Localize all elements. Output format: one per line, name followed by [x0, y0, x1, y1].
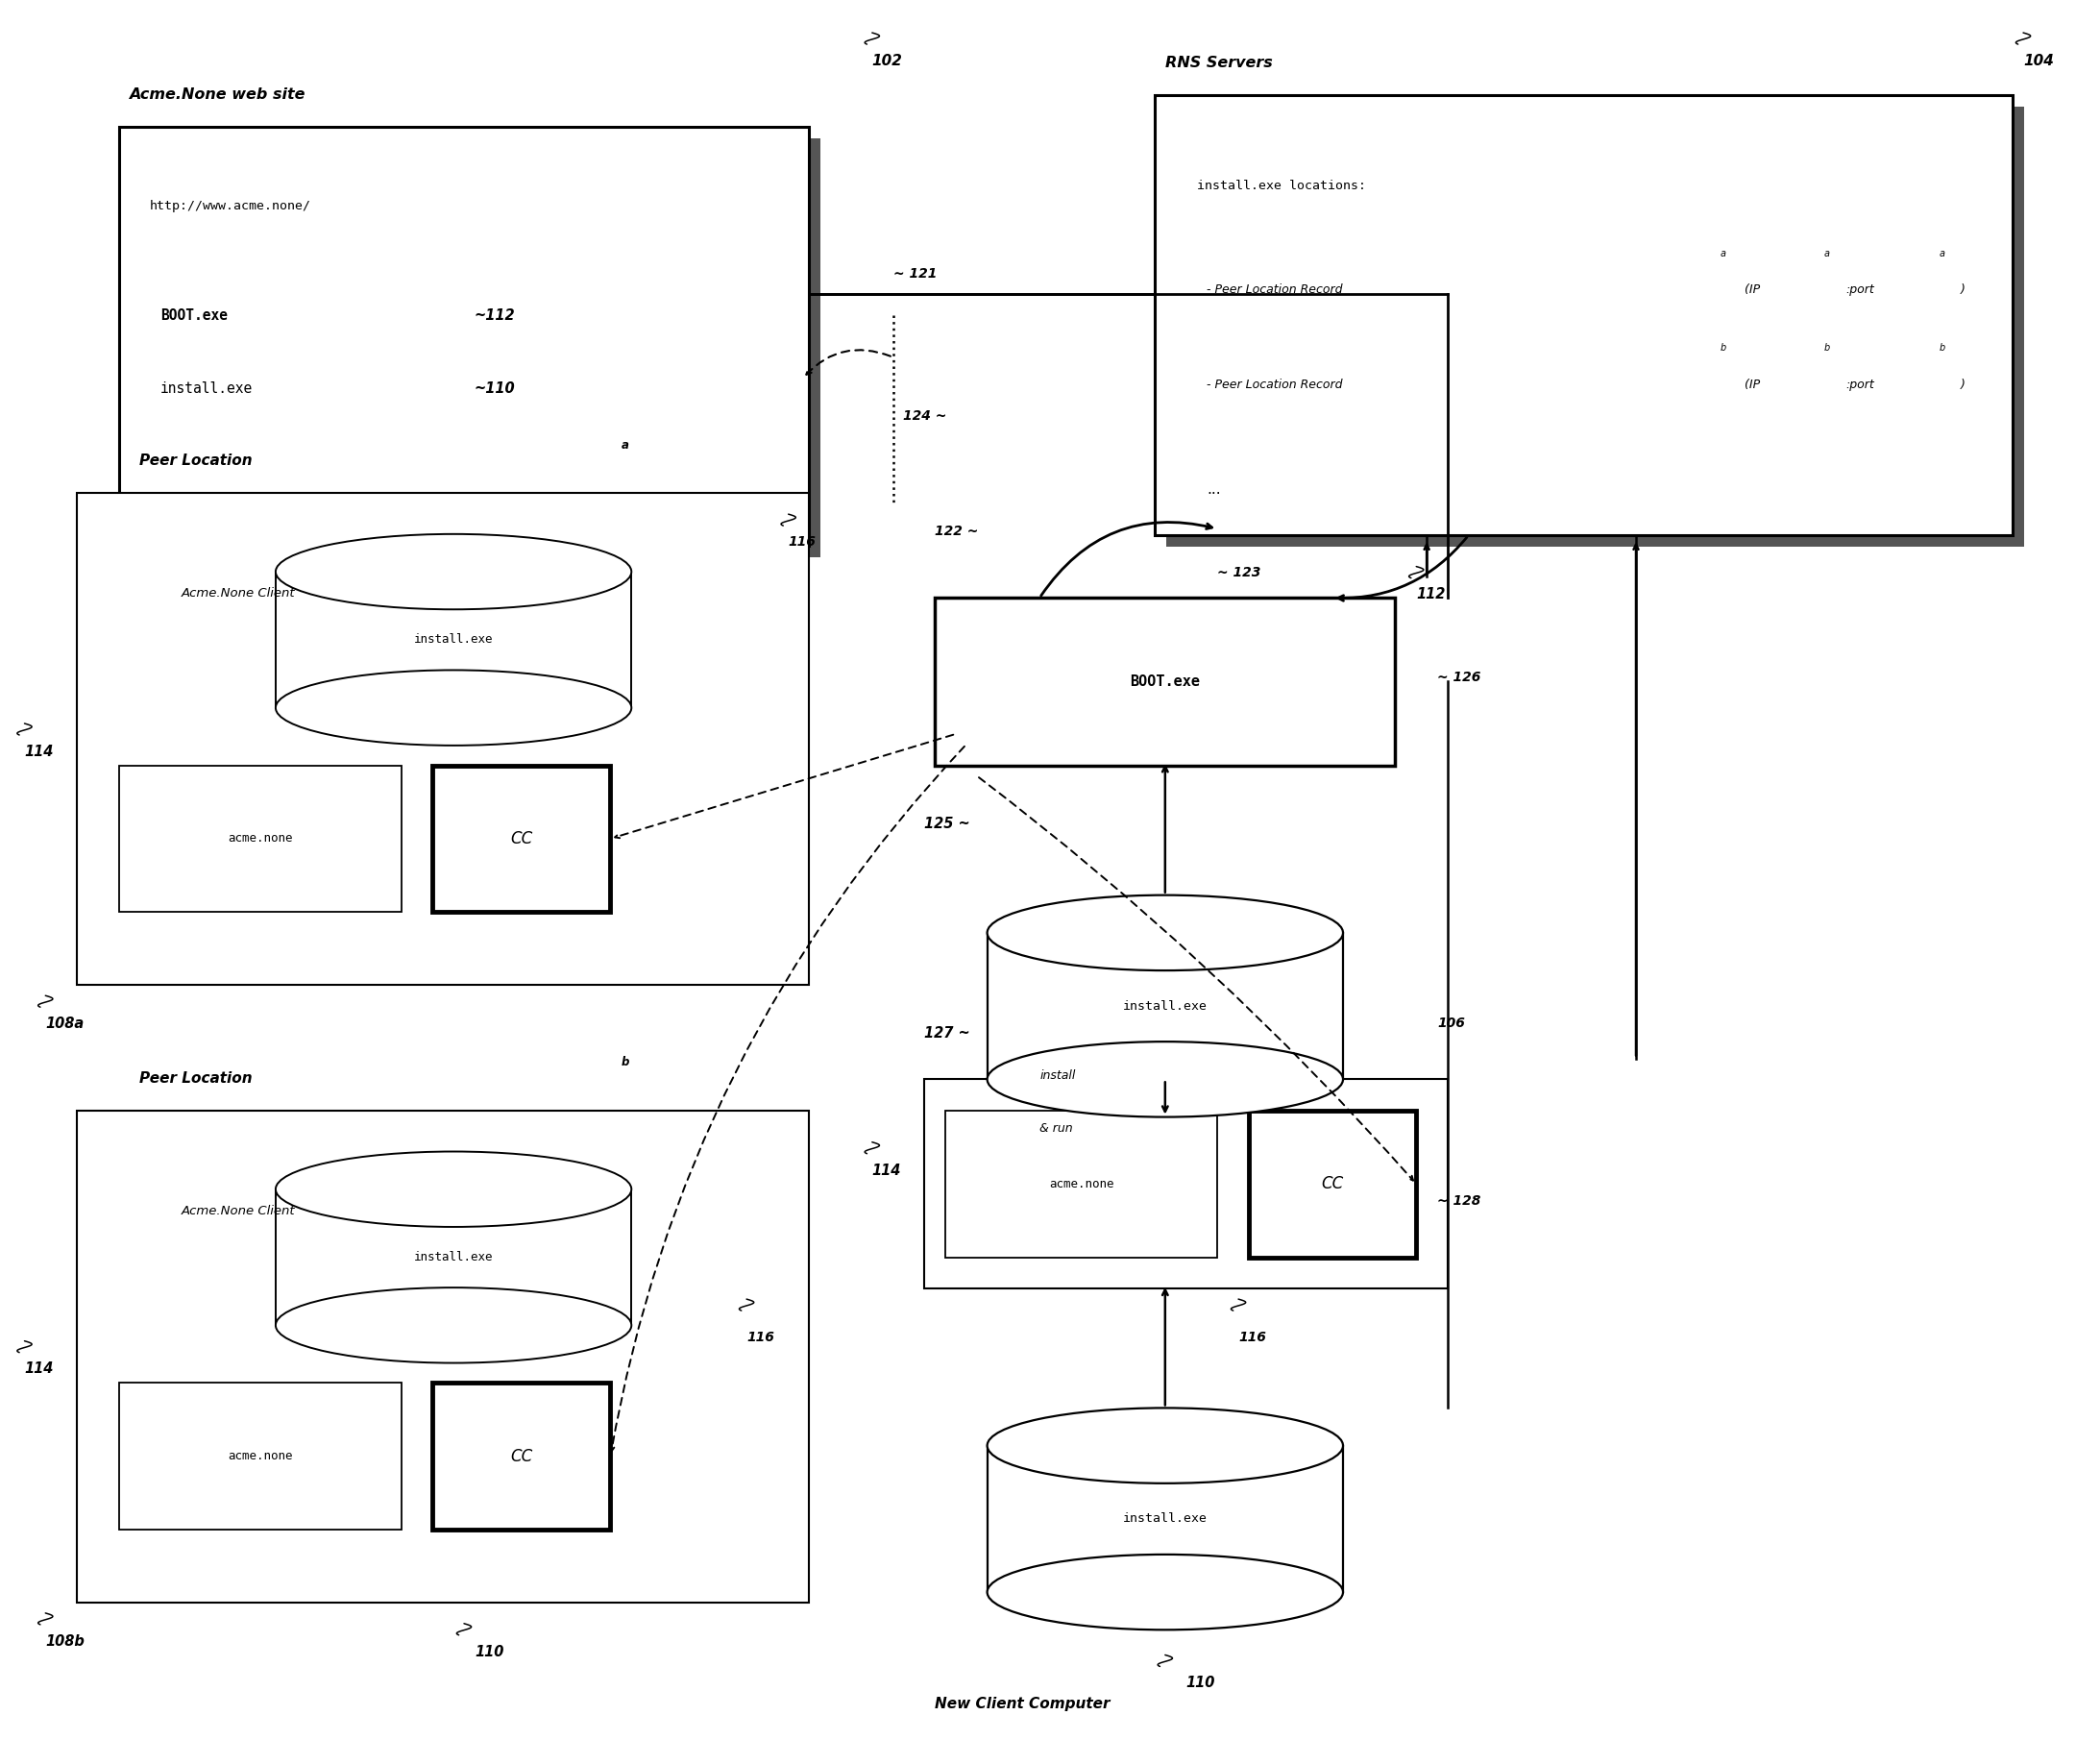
Text: a: a	[622, 438, 628, 451]
Ellipse shape	[987, 1554, 1344, 1630]
Text: Peer Location: Peer Location	[139, 454, 252, 468]
Ellipse shape	[987, 1042, 1344, 1117]
Bar	[987, 1446, 1344, 1592]
Text: b: b	[1940, 343, 1945, 353]
Text: BOOT.exe: BOOT.exe	[160, 308, 227, 322]
Text: 102: 102	[872, 54, 903, 68]
Text: ~110: ~110	[475, 381, 514, 395]
Text: (IP: (IP	[1741, 284, 1760, 296]
Text: install.exe: install.exe	[1124, 1512, 1207, 1526]
Text: :port: :port	[1846, 284, 1873, 296]
Text: CC: CC	[1321, 1175, 1344, 1192]
Text: ): )	[1961, 378, 1966, 390]
Text: (IP: (IP	[1741, 378, 1760, 390]
Text: 108b: 108b	[46, 1634, 84, 1648]
Text: b: b	[622, 1056, 630, 1068]
Text: 114: 114	[872, 1162, 901, 1178]
Bar	[275, 1188, 632, 1326]
Text: install: install	[1040, 1070, 1075, 1082]
Text: a: a	[1720, 249, 1726, 259]
Ellipse shape	[987, 1408, 1344, 1482]
Text: install.exe: install.exe	[414, 1251, 493, 1263]
Text: acme.none: acme.none	[227, 1449, 292, 1462]
Text: CC: CC	[510, 830, 533, 847]
Text: ~ 123: ~ 123	[1218, 567, 1260, 579]
Text: install.exe: install.exe	[414, 633, 493, 646]
Text: Acme.None Client: Acme.None Client	[181, 1204, 296, 1218]
Text: & run: & run	[1040, 1122, 1073, 1134]
Bar	[275, 572, 632, 708]
Text: a: a	[1940, 249, 1945, 259]
Text: 104: 104	[2022, 54, 2054, 68]
Ellipse shape	[275, 1152, 632, 1227]
Bar	[987, 933, 1344, 1079]
Ellipse shape	[275, 1288, 632, 1362]
Text: install.exe locations:: install.exe locations:	[1197, 179, 1365, 191]
Bar	[945, 1110, 1218, 1258]
Text: 124 ~: 124 ~	[903, 409, 947, 423]
Text: 116: 116	[1239, 1331, 1266, 1343]
Text: 116: 116	[788, 536, 817, 548]
Ellipse shape	[275, 670, 632, 745]
Text: BOOT.exe: BOOT.exe	[1130, 675, 1201, 689]
Text: Acme.None Client: Acme.None Client	[181, 588, 296, 600]
Bar	[120, 1383, 401, 1529]
Text: New Client Computer: New Client Computer	[934, 1696, 1111, 1710]
Text: a: a	[1825, 249, 1829, 259]
Text: b: b	[1720, 343, 1726, 353]
Bar	[130, 139, 821, 557]
Bar	[924, 1079, 1447, 1289]
Text: 125 ~: 125 ~	[924, 816, 970, 832]
Text: ): )	[1961, 284, 1966, 296]
Text: - Peer Location Record: - Peer Location Record	[1207, 378, 1342, 390]
Bar	[78, 492, 808, 985]
Text: 112: 112	[1415, 588, 1445, 602]
Text: ~112: ~112	[475, 308, 514, 322]
Text: 127 ~: 127 ~	[924, 1027, 970, 1041]
Text: ...: ...	[1207, 482, 1220, 498]
Text: install.exe: install.exe	[1124, 1000, 1207, 1013]
Text: ~ 128: ~ 128	[1436, 1194, 1480, 1208]
Bar	[433, 1383, 611, 1529]
Text: 116: 116	[746, 1331, 775, 1343]
Text: 114: 114	[25, 1362, 55, 1376]
Text: acme.none: acme.none	[1050, 1178, 1113, 1190]
Text: acme.none: acme.none	[227, 832, 292, 846]
Text: - Peer Location Record: - Peer Location Record	[1207, 284, 1342, 296]
Ellipse shape	[987, 894, 1344, 971]
Text: 110: 110	[475, 1644, 504, 1658]
Text: b: b	[1825, 343, 1831, 353]
Text: http://www.acme.none/: http://www.acme.none/	[149, 200, 311, 212]
Text: ~ 121: ~ 121	[892, 266, 937, 280]
Text: CC: CC	[510, 1448, 533, 1465]
Bar	[120, 766, 401, 912]
Text: 114: 114	[25, 745, 55, 759]
Bar	[1155, 96, 2012, 536]
Text: 106: 106	[1436, 1016, 1466, 1030]
Bar	[120, 127, 808, 546]
Bar	[78, 1110, 808, 1603]
Bar	[433, 766, 611, 912]
Text: ~ 126: ~ 126	[1436, 672, 1480, 684]
Text: 110: 110	[1186, 1676, 1216, 1690]
Bar	[1166, 108, 2024, 546]
Text: :port: :port	[1846, 378, 1873, 390]
Text: 108a: 108a	[46, 1016, 84, 1030]
Bar	[934, 599, 1394, 766]
Ellipse shape	[275, 534, 632, 609]
Text: Acme.None web site: Acme.None web site	[128, 87, 305, 103]
Text: RNS Servers: RNS Servers	[1166, 56, 1273, 70]
Text: 122 ~: 122 ~	[934, 524, 979, 538]
Bar	[1249, 1110, 1415, 1258]
Text: install.exe: install.exe	[160, 381, 252, 395]
Text: Peer Location: Peer Location	[139, 1072, 252, 1086]
